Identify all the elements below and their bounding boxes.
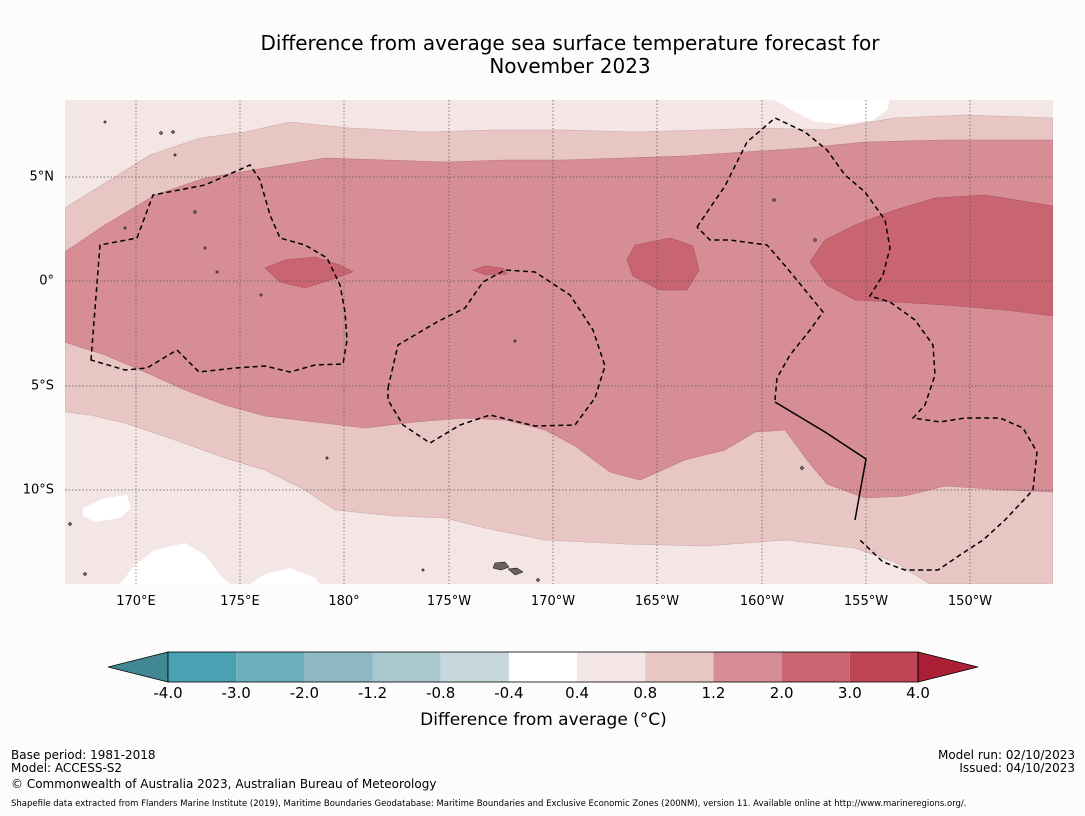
colorbar-swatch (645, 652, 714, 682)
colorbar-swatch (849, 652, 918, 682)
band-20-30-patch-a (626, 237, 700, 291)
colorbar-swatch (168, 652, 237, 682)
band-20-30-east (809, 194, 1053, 317)
islands (68, 120, 817, 582)
map-panel (65, 100, 1053, 584)
colorbar-outline (167, 651, 919, 683)
eez-boundary-phoenix (387, 269, 606, 444)
lat-label: 5°N (29, 169, 55, 185)
colorbar-tick-label: -1.2 (357, 684, 388, 702)
colorbar-swatch (781, 652, 850, 682)
white-region-bottom-mid (250, 568, 320, 584)
model-text: Model: ACCESS-S2 (11, 761, 123, 775)
lat-label: 5°S (30, 378, 54, 394)
colorbar-tick-label: -3.0 (221, 684, 251, 702)
colorbar-tick-label: 4.0 (906, 684, 930, 702)
white-region-islet (83, 495, 131, 522)
maritime-boundary-solid (774, 401, 867, 521)
copyright-text: © Commonwealth of Australia 2023, Austra… (11, 777, 437, 791)
colorbar-label: Difference from average (°C) (420, 710, 667, 730)
graticule (65, 100, 1053, 584)
lat-label: 10°S (22, 482, 54, 498)
lon-label: 170°W (530, 594, 576, 609)
eez-boundaries (90, 117, 1038, 571)
base-period-text: Base period: 1981-2018 (11, 748, 156, 762)
island-samoa-a (492, 561, 510, 571)
eez-boundary-line-islands (696, 117, 1038, 571)
colorbar (108, 651, 978, 683)
lon-label: 150°W (947, 594, 993, 609)
colorbar-tick-label: -4.0 (153, 684, 183, 702)
lon-label: 170°E (116, 594, 156, 609)
colorbar-swatch (304, 652, 373, 682)
eez-boundary-tuvalu (90, 164, 348, 373)
colorbar-swatch (577, 652, 646, 682)
colorbar-extend-low (108, 651, 169, 683)
colorbar-swatch (713, 652, 782, 682)
lon-label: 180° (328, 594, 360, 609)
band-20-30-patch-b (264, 256, 354, 289)
eez-boundary-central (696, 226, 824, 401)
colorbar-tick-label: -0.4 (494, 684, 524, 702)
colorbar-tick-label: -2.0 (289, 684, 319, 702)
sst-anomaly-map (65, 100, 1053, 584)
lon-label: 160°W (739, 594, 785, 609)
title-line-1: Difference from average sea surface temp… (260, 31, 880, 55)
colorbar-tick-label: 0.8 (633, 684, 658, 702)
white-region-bottom-left (120, 543, 230, 584)
chart-title: Difference from average sea surface temp… (0, 32, 1085, 78)
lat-label: 0° (39, 273, 54, 289)
lon-label: 165°W (634, 594, 680, 609)
colorbar-tick-label: 1.2 (701, 684, 726, 702)
title-line-2: November 2023 (489, 54, 651, 78)
lon-label: 155°W (843, 594, 889, 609)
colorbar-swatch (372, 652, 441, 682)
colorbar-tick-label: 0.4 (565, 684, 590, 702)
shapefile-credit: Shapefile data extracted from Flanders M… (11, 799, 967, 809)
issued-text: Issued: 04/10/2023 (959, 761, 1075, 775)
lon-label: 175°W (426, 594, 472, 609)
white-region-top (775, 100, 890, 124)
colorbar-extend-high (917, 651, 978, 683)
colorbar-tick-label: 2.0 (769, 684, 794, 702)
colorbar-swatch (508, 652, 578, 682)
colorbar-tick-label: -0.8 (426, 684, 456, 702)
island-samoa-b (507, 567, 524, 576)
colorbar-tick-label: 3.0 (837, 684, 862, 702)
band-12-20 (65, 139, 1053, 499)
colorbar-swatch (440, 652, 509, 682)
colorbar-swatch (236, 652, 305, 682)
model-run-text: Model run: 02/10/2023 (937, 748, 1075, 762)
lon-label: 175°E (220, 594, 260, 609)
